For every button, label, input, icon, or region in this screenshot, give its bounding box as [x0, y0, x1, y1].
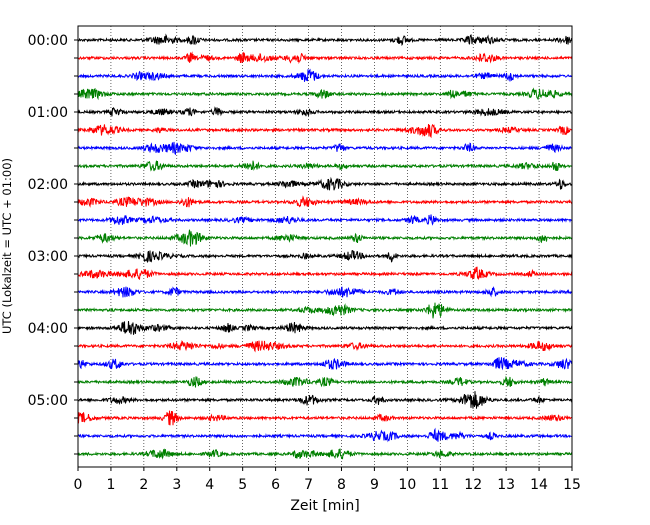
- trace-0315: [77, 266, 573, 281]
- x-tick-label: 14: [530, 477, 548, 493]
- trace-0400: [77, 321, 573, 335]
- trace-0515: [77, 410, 573, 426]
- trace-0545: [77, 448, 573, 460]
- trace-0345: [77, 302, 573, 319]
- y-tick-label: 05:00: [28, 393, 68, 409]
- trace-0030: [77, 68, 573, 82]
- x-tick-label: 10: [398, 477, 416, 493]
- trace-0300: [77, 250, 573, 263]
- y-tick-label: 00:00: [28, 33, 68, 49]
- trace-0145: [77, 160, 573, 172]
- x-tick-label: 0: [74, 477, 83, 493]
- y-axis-label: UTC (Lokalzeit = UTC + 01:00): [0, 158, 14, 334]
- y-tick-label: 04:00: [28, 321, 68, 337]
- plot-frame: [77, 25, 573, 468]
- seismic-traces: [77, 33, 573, 460]
- x-tick-label: 6: [271, 477, 280, 493]
- trace-0415: [77, 340, 573, 353]
- trace-0430: [77, 357, 573, 371]
- trace-0000: [77, 33, 573, 47]
- trace-0215: [77, 195, 573, 208]
- y-tick-label: 03:00: [28, 249, 68, 265]
- trace-0045: [77, 87, 573, 101]
- x-tick-label: 2: [139, 477, 148, 493]
- x-tick-label: 1: [106, 477, 115, 493]
- y-axis-ticks: 00:00 01:00 02:00 03:00 04:00 05:00: [28, 33, 78, 455]
- x-tick-label: 13: [497, 477, 515, 493]
- trace-0330: [77, 286, 573, 298]
- x-tick-label: 4: [205, 477, 214, 493]
- x-tick-label: 15: [563, 477, 581, 493]
- trace-0530: [77, 427, 573, 443]
- trace-0445: [77, 375, 573, 388]
- x-tick-label: 3: [172, 477, 181, 493]
- x-tick-label: 11: [431, 477, 449, 493]
- trace-0500: [77, 391, 573, 409]
- trace-0015: [77, 51, 573, 65]
- trace-0100: [77, 106, 573, 117]
- x-axis-ticks: 0 1 2 3 4 5 6 7 8 9 10 11 12 13 14 15: [74, 467, 581, 493]
- x-tick-label: 7: [304, 477, 313, 493]
- x-axis-label: Zeit [min]: [290, 498, 359, 514]
- x-tick-label: 12: [464, 477, 482, 493]
- x-tick-label: 5: [238, 477, 247, 493]
- plot-background: [78, 26, 572, 467]
- x-tick-label: 9: [370, 477, 379, 493]
- y-tick-label: 02:00: [28, 177, 68, 193]
- y-tick-label: 01:00: [28, 105, 68, 121]
- trace-0130: [77, 141, 573, 156]
- trace-0230: [77, 214, 573, 226]
- trace-0200: [77, 176, 573, 191]
- trace-0245: [77, 229, 573, 247]
- trace-0115: [77, 123, 573, 139]
- x-tick-label: 8: [337, 477, 346, 493]
